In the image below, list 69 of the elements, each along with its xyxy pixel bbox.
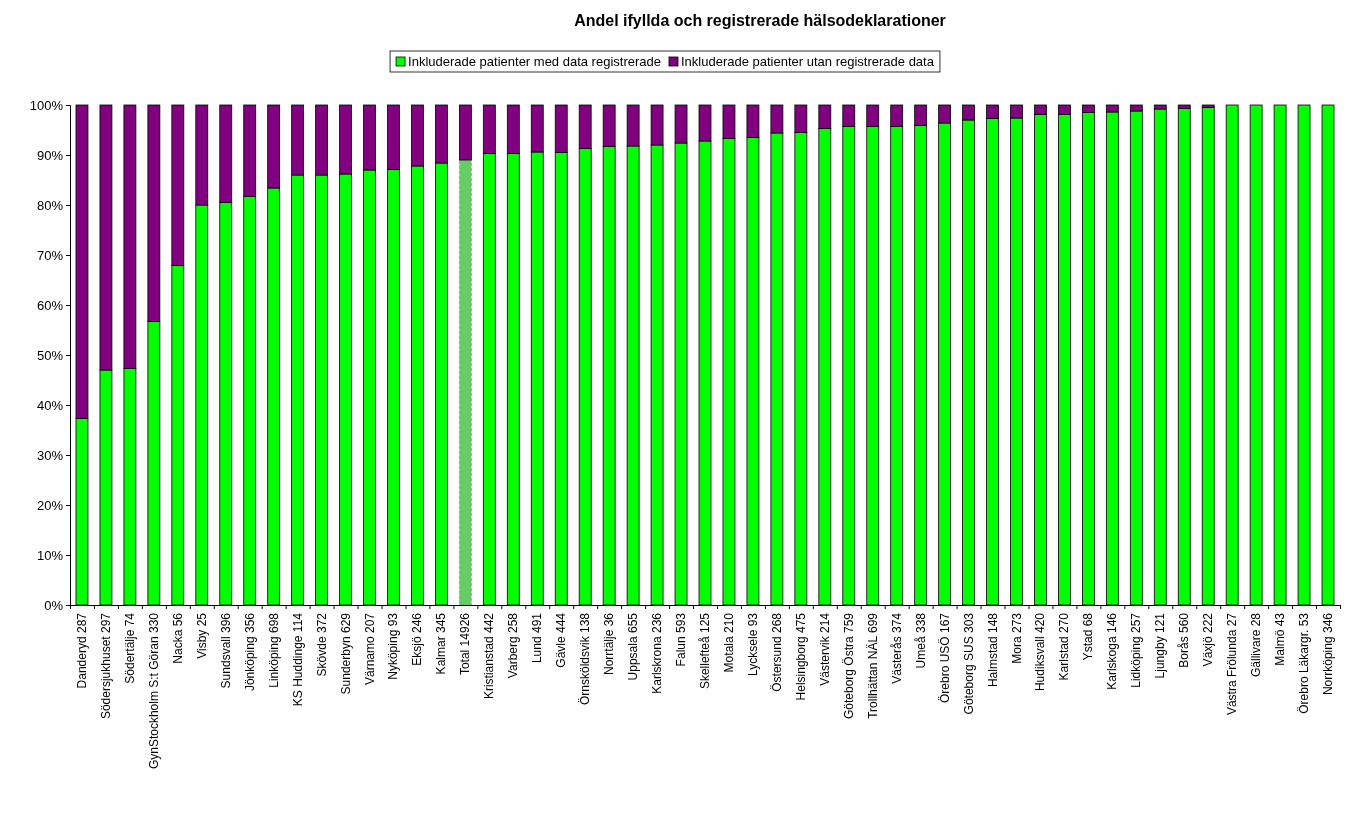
- y-tick-label: 70%: [36, 247, 64, 263]
- x-tick-label: Falun 593: [674, 612, 689, 667]
- x-tick-label: Ljungby 121: [1153, 612, 1168, 679]
- x-tick-label: Skövde 372: [314, 612, 329, 677]
- chart-title: Andel ifyllda och registrerade hälsodeklarationer: [574, 12, 946, 29]
- x-tick-label: Mora 273: [1009, 612, 1024, 664]
- x-tick-label: Eksjö 246: [410, 612, 425, 666]
- x-tick-label: Jönköping 356: [242, 612, 257, 692]
- y-tick-label: 60%: [36, 297, 64, 313]
- legend-label: Inkluderade patienter med data registrerade: [408, 54, 661, 69]
- x-tick-label: Värnamo 207: [362, 612, 377, 686]
- x-tick-label: Total 14926: [458, 612, 473, 676]
- x-tick-label: Malmö 43: [1273, 612, 1288, 666]
- x-tick-label: Linköping 698: [266, 612, 281, 688]
- x-tick-label: GynStockholm S:t Göran 330: [146, 612, 161, 770]
- x-tick-label: Uppsala 655: [626, 612, 641, 681]
- x-tick-label: Borås 560: [1177, 612, 1192, 668]
- x-tick-label: Södersjukhuset 297: [98, 612, 113, 720]
- x-tick-label: Umeå 338: [913, 612, 928, 669]
- x-tick-label: Karlskoga 146: [1105, 612, 1120, 690]
- y-tick-label: 50%: [36, 347, 64, 363]
- bar: [458, 104, 472, 161]
- x-tick-label: Sundsvall 396: [218, 612, 233, 689]
- legend-label: Inkluderade patienter utan registrerade data: [680, 54, 935, 69]
- y-tick-label: 20%: [36, 497, 64, 513]
- x-tick-label: Lund 491: [530, 612, 545, 664]
- x-tick-label: Lycksele 93: [745, 612, 760, 676]
- y-tick-label: 90%: [36, 147, 64, 163]
- x-tick-label: Kalmar 345: [434, 612, 449, 675]
- x-tick-label: Halmstad 148: [985, 612, 1000, 688]
- x-tick-label: Örebro USÖ 167: [937, 612, 952, 704]
- x-tick-label: Örebro Läkargr. 53: [1297, 612, 1312, 714]
- y-tick-label: 30%: [36, 447, 64, 463]
- x-tick-label: Danderyd 287: [74, 612, 89, 689]
- x-tick-label: Västra Frölunda 27: [1225, 612, 1240, 716]
- x-tick-label: Trollhättan NÄL 699: [865, 612, 880, 719]
- x-tick-label: Visby 25: [194, 612, 209, 659]
- y-tick-label: 10%: [36, 547, 64, 563]
- bar: [458, 159, 472, 606]
- x-tick-label: Karlstad 270: [1057, 612, 1072, 681]
- x-tick-label: Gällivare 28: [1249, 612, 1264, 678]
- y-tick-label: 0%: [44, 597, 64, 613]
- x-tick-label: Helsingborg 475: [793, 612, 808, 701]
- x-tick-label: Karlskrona 236: [650, 612, 665, 694]
- y-tick-label: 80%: [36, 197, 64, 213]
- x-tick-label: Nacka 56: [170, 612, 185, 664]
- x-tick-label: Göteborg Östra 759: [841, 612, 856, 720]
- x-tick-label: Nyköping 93: [386, 612, 401, 680]
- x-tick-label: Varberg 258: [506, 612, 521, 679]
- y-tick-label: 100%: [29, 97, 64, 113]
- y-tick-label: 40%: [36, 397, 64, 413]
- x-tick-label: Motala 210: [721, 612, 736, 673]
- x-tick-label: Göteborg SUS 303: [961, 612, 976, 715]
- x-tick-label: Lidköping 257: [1129, 612, 1144, 688]
- x-tick-label: Västervik 214: [817, 612, 832, 686]
- x-tick-label: Örnsköldsvik 138: [578, 612, 593, 706]
- x-tick-label: Växjö 222: [1201, 612, 1216, 667]
- x-tick-label: Sunderbyn 629: [338, 612, 353, 695]
- x-tick-label: KS Huddinge 114: [290, 612, 305, 707]
- x-tick-label: Skellefteå 125: [698, 612, 712, 690]
- x-tick-label: Södertälje 74: [122, 612, 137, 684]
- x-tick-label: Norrköping 346: [1321, 612, 1336, 696]
- x-tick-label: Gävle 444: [554, 612, 569, 668]
- x-tick-label: Kristianstad 442: [482, 612, 497, 700]
- x-tick-label: Hudiksvall 420: [1033, 612, 1048, 692]
- x-tick-label: Västerås 374: [889, 612, 904, 684]
- x-tick-label: Norrtälje 36: [602, 612, 617, 676]
- x-tick-label: Ystad 68: [1081, 612, 1096, 661]
- x-tick-label: Östersund 268: [769, 612, 784, 692]
